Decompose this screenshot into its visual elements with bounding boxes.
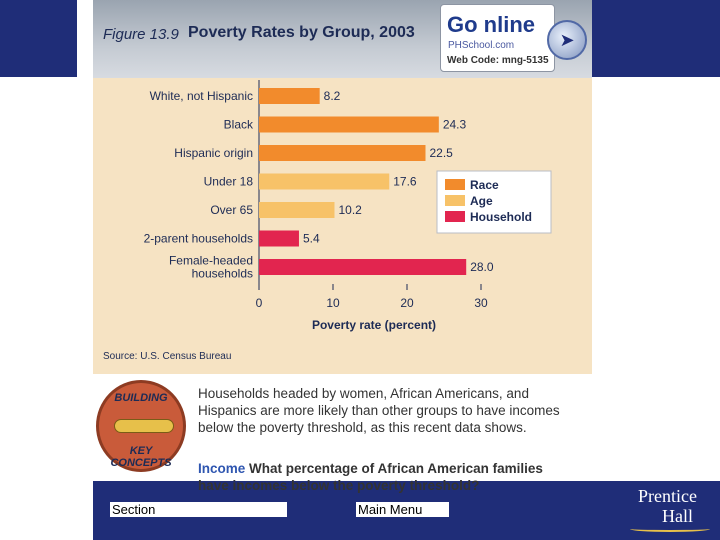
cursor-globe-icon[interactable]: ➤: [547, 20, 587, 60]
source-note: Source: U.S. Census Bureau: [103, 351, 231, 362]
go-online-site: PHSchool.com: [448, 40, 515, 51]
category-label-4: Over 65: [210, 203, 253, 217]
bar-6: [259, 259, 467, 275]
badge-top-label: BUILDING: [114, 392, 168, 404]
legend-swatch-0: [445, 179, 465, 190]
concept-question: Income What percentage of African Americ…: [198, 460, 578, 477]
corner-block-left: [0, 0, 77, 77]
key-concepts-badge-icon: BUILDING KEY CONCEPTS: [96, 380, 186, 472]
main-menu-button[interactable]: Main Menu: [356, 502, 449, 519]
figure-title: Poverty Rates by Group, 2003: [188, 24, 415, 41]
legend-swatch-1: [445, 195, 465, 206]
section-button[interactable]: Section: [110, 502, 287, 519]
legend-label-2: Household: [470, 210, 532, 224]
category-label-3: Under 18: [204, 175, 254, 189]
legend-swatch-2: [445, 211, 465, 222]
value-label-4: 10.2: [338, 203, 362, 217]
publisher-swoosh: [630, 526, 710, 532]
x-tick-label-0: 0: [256, 296, 263, 310]
value-label-5: 5.4: [303, 232, 320, 246]
value-label-3: 17.6: [393, 175, 417, 189]
concept-question-2: have incomes below the poverty threshold…: [198, 477, 578, 494]
bar-chart: White, not Hispanic 8.2 Black 24.3 Hispanic …: [103, 80, 552, 362]
bar-4: [259, 202, 335, 218]
building-key-concepts: BUILDING KEY CONCEPTS Households headed …: [93, 374, 592, 493]
corner-block-right: [592, 0, 720, 77]
key-icon: [114, 419, 174, 433]
category-label-5: 2-parent households: [144, 232, 253, 246]
go-online-box[interactable]: Go nline PHSchool.com Web Code: mng-5135: [440, 4, 555, 72]
figure-label: Figure 13.9: [103, 26, 179, 43]
bottom-bar-mask: [0, 481, 93, 540]
legend-label-1: Age: [470, 194, 493, 208]
bar-0: [259, 88, 320, 104]
value-label-0: 8.2: [324, 89, 341, 103]
category-label-1: Black: [224, 118, 254, 132]
figure-header: Figure 13.9 Poverty Rates by Group, 2003…: [93, 0, 592, 78]
x-tick-label-3: 30: [474, 296, 488, 310]
category-label-6-0: Female-headed: [169, 254, 253, 268]
bar-3: [259, 173, 390, 190]
concept-text: Households headed by women, African Amer…: [198, 386, 560, 435]
x-tick-label-1: 10: [326, 296, 340, 310]
go-online-web-code: Web Code: mng-5135: [447, 55, 549, 66]
question-line-1: What percentage of African American fami…: [249, 461, 543, 476]
bar-5: [259, 230, 299, 247]
badge-bottom-label: KEY CONCEPTS: [110, 445, 172, 469]
value-label-6: 28.0: [470, 260, 494, 274]
go-online-brand: Go nline: [447, 12, 535, 37]
value-label-1: 24.3: [443, 118, 467, 132]
x-axis-title: Poverty rate (percent): [312, 318, 436, 332]
bar-2: [259, 145, 426, 161]
publisher-line-1: Prentice: [638, 486, 697, 506]
question-label: Income: [198, 461, 246, 476]
prentice-hall-logo: Prentice Hall: [620, 486, 715, 536]
category-label-2: Hispanic origin: [174, 146, 253, 160]
legend-label-0: Race: [470, 178, 499, 192]
category-label-6-1: households: [192, 267, 253, 281]
category-label-0: White, not Hispanic: [150, 89, 253, 103]
question-line-2: have incomes below the poverty threshold…: [198, 478, 480, 493]
bar-1: [259, 116, 439, 133]
publisher-line-2: Hall: [662, 506, 693, 526]
x-tick-label-2: 20: [400, 296, 414, 310]
value-label-2: 22.5: [430, 146, 454, 160]
